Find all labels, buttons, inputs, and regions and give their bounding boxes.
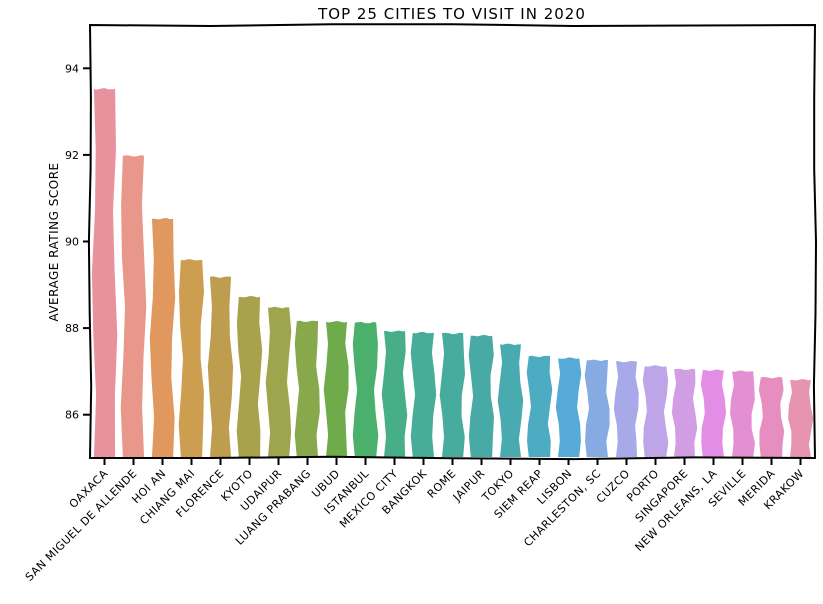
bar-ubud — [321, 318, 351, 459]
bar-cuzco — [611, 358, 641, 459]
bar-porto — [640, 363, 671, 459]
bar-hoi-an — [147, 215, 178, 459]
bar-udaipur — [263, 304, 294, 459]
chart-title: TOP 25 CITIES TO VISIT IN 2020 — [317, 5, 586, 23]
bar-san-miguel-de-allende — [118, 153, 149, 459]
bar-florence — [205, 274, 236, 459]
bar-singapore — [669, 366, 700, 459]
bar-siem-reap — [524, 353, 555, 459]
x-tick-label: JAIPUR — [450, 467, 488, 505]
bar-seville — [727, 368, 758, 459]
y-axis-label: AVERAGE RATING SCORE — [47, 162, 61, 321]
bar-jaipur — [466, 332, 497, 459]
bar-oaxaca — [89, 85, 120, 459]
bars-group — [89, 85, 816, 459]
y-tick-label: 94 — [65, 62, 79, 75]
bar-istanbul — [350, 319, 381, 459]
y-tick-label: 88 — [65, 322, 79, 335]
bar-krakow — [786, 377, 816, 459]
bar-charleston-sc — [582, 357, 612, 459]
bar-merida — [756, 374, 787, 459]
bar-tokyo — [495, 341, 526, 459]
y-tick-label: 86 — [65, 409, 79, 422]
y-ticks-group: 86 88 90 92 94 — [65, 62, 90, 422]
bar-new-orleans-la — [698, 367, 729, 459]
bar-mexico-city — [379, 328, 410, 459]
plot-frame — [87, 23, 818, 461]
bar-lisbon — [553, 355, 584, 459]
bar-chiang-mai — [176, 257, 207, 459]
bar-kyoto — [234, 293, 265, 459]
y-tick-label: 90 — [65, 236, 79, 249]
y-tick-label: 92 — [65, 149, 79, 162]
bar-rome — [437, 330, 468, 459]
bar-luang-prabang — [292, 318, 322, 459]
x-tick-label: SAN MIGUEL DE ALLENDE — [23, 467, 140, 584]
bar-bangkok — [408, 329, 439, 459]
